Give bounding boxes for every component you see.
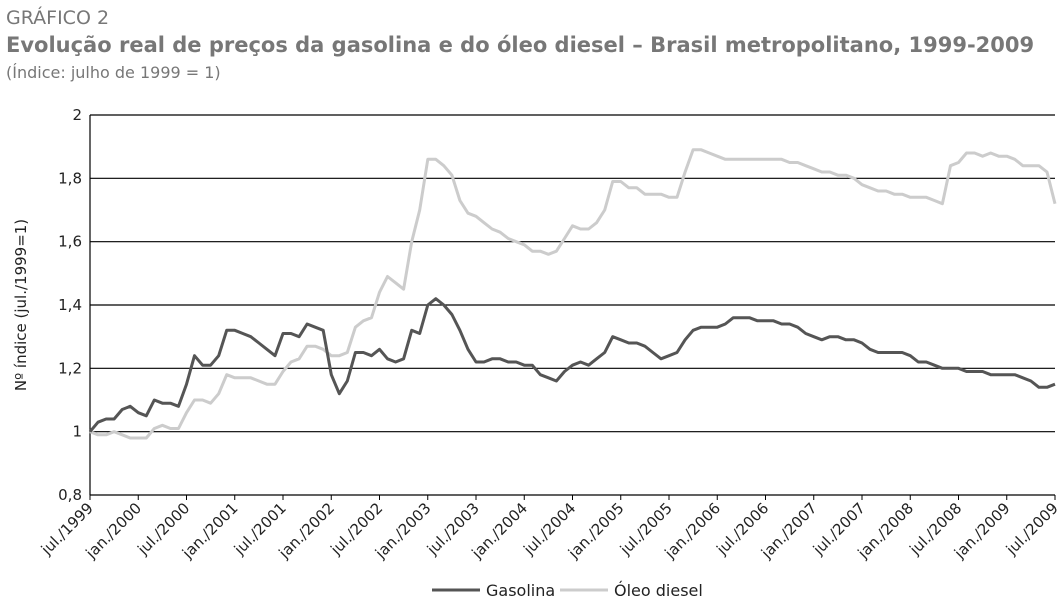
x-tick-label: jul./2009 — [1002, 499, 1060, 559]
y-tick-label: 1,6 — [58, 233, 82, 251]
y-tick-label: 1 — [72, 423, 82, 441]
y-tick-label: 1,4 — [58, 296, 82, 314]
series-line — [89, 148, 1057, 440]
legend-label: Óleo diesel — [614, 581, 703, 600]
legend-label: Gasolina — [486, 581, 555, 600]
y-tick-label: 0,8 — [58, 486, 82, 504]
y-tick-label: 1,2 — [58, 359, 82, 377]
y-axis-label: Nº índice (jul./1999=1) — [12, 219, 30, 391]
chart-subtitle: (Índice: julho de 1999 = 1) — [6, 63, 221, 82]
series-line — [88, 297, 1056, 433]
y-tick-label: 2 — [72, 106, 82, 124]
chart-supertitle: GRÁFICO 2 — [6, 6, 109, 29]
y-tick-label: 1,8 — [58, 169, 82, 187]
chart-title: Evolução real de preços da gasolina e do… — [6, 33, 1034, 57]
